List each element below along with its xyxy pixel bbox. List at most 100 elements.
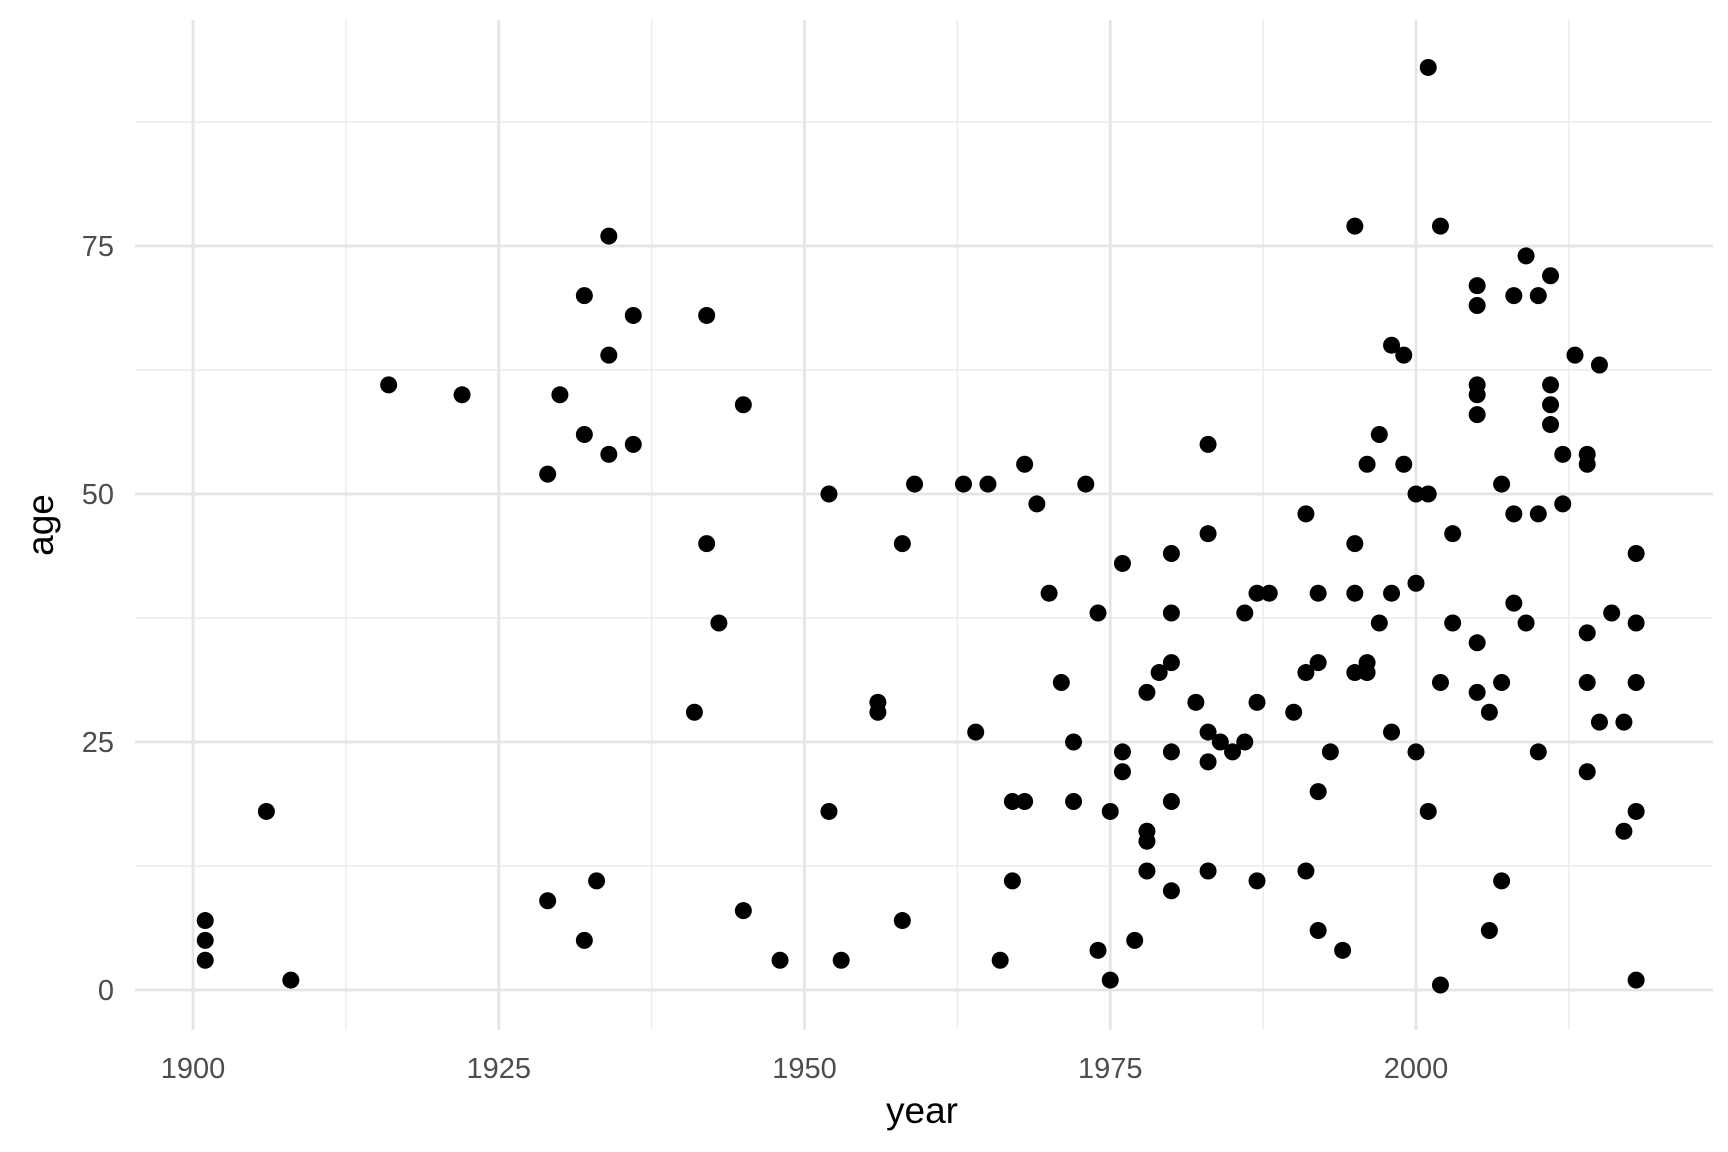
data-point bbox=[1346, 664, 1364, 682]
data-point bbox=[1065, 793, 1083, 811]
data-point bbox=[600, 227, 618, 245]
data-point bbox=[1468, 277, 1486, 295]
data-point bbox=[1431, 673, 1449, 691]
data-point bbox=[1248, 872, 1266, 890]
x-tick-label: 1900 bbox=[161, 1053, 226, 1085]
data-point bbox=[1578, 455, 1596, 473]
y-tick-label: 50 bbox=[82, 479, 114, 511]
x-tick-label: 1925 bbox=[466, 1053, 531, 1085]
data-point bbox=[1309, 584, 1327, 602]
data-point bbox=[698, 535, 716, 553]
data-point bbox=[1407, 743, 1425, 761]
data-point bbox=[979, 475, 997, 493]
data-point bbox=[1248, 693, 1266, 711]
data-point bbox=[1199, 753, 1217, 771]
data-point bbox=[1590, 356, 1608, 374]
data-point bbox=[1016, 793, 1034, 811]
data-point bbox=[1285, 703, 1303, 721]
data-point bbox=[1383, 336, 1401, 354]
data-point bbox=[1150, 664, 1168, 682]
data-point bbox=[1383, 723, 1401, 741]
data-point bbox=[685, 703, 703, 721]
data-point bbox=[1346, 584, 1364, 602]
data-point bbox=[1321, 743, 1339, 761]
data-point bbox=[1199, 435, 1217, 453]
data-point bbox=[1297, 664, 1315, 682]
data-point bbox=[600, 445, 618, 463]
data-point bbox=[820, 485, 838, 503]
x-tick-label: 1975 bbox=[1078, 1053, 1143, 1085]
data-point bbox=[1162, 793, 1180, 811]
y-axis-tick-labels: 0 25 50 75 bbox=[82, 231, 114, 1007]
y-tick-label: 25 bbox=[82, 727, 114, 759]
data-point bbox=[1113, 763, 1131, 781]
data-point bbox=[954, 475, 972, 493]
data-point bbox=[1003, 793, 1021, 811]
data-point bbox=[1199, 723, 1217, 741]
data-point bbox=[906, 475, 924, 493]
data-point bbox=[771, 951, 789, 969]
data-point bbox=[1052, 673, 1070, 691]
data-point bbox=[551, 386, 569, 404]
data-point bbox=[1162, 882, 1180, 900]
data-point bbox=[869, 703, 887, 721]
data-point bbox=[1542, 376, 1560, 394]
data-point bbox=[1358, 664, 1376, 682]
data-point bbox=[967, 723, 985, 741]
data-point bbox=[1419, 58, 1437, 76]
data-point bbox=[1162, 654, 1180, 672]
data-point bbox=[1505, 505, 1523, 523]
data-point bbox=[257, 802, 275, 820]
data-point bbox=[1346, 217, 1364, 235]
data-point bbox=[710, 614, 728, 632]
data-point bbox=[1309, 921, 1327, 939]
data-point bbox=[893, 912, 911, 930]
data-point bbox=[1578, 673, 1596, 691]
data-point bbox=[832, 951, 850, 969]
data-point bbox=[1358, 455, 1376, 473]
data-point bbox=[1113, 743, 1131, 761]
data-point bbox=[1138, 862, 1156, 880]
data-point bbox=[1162, 743, 1180, 761]
data-point bbox=[1101, 971, 1119, 989]
data-point bbox=[1236, 604, 1254, 622]
data-point bbox=[1542, 416, 1560, 434]
data-point bbox=[1627, 802, 1645, 820]
data-point bbox=[1028, 495, 1046, 513]
data-point bbox=[1627, 545, 1645, 563]
data-point bbox=[575, 425, 593, 443]
data-point bbox=[196, 951, 214, 969]
data-point bbox=[1542, 396, 1560, 414]
data-point bbox=[1395, 455, 1413, 473]
data-point bbox=[1431, 217, 1449, 235]
x-axis-title: year bbox=[886, 1090, 958, 1131]
data-point bbox=[1493, 475, 1511, 493]
data-point bbox=[734, 396, 752, 414]
data-point bbox=[575, 287, 593, 305]
data-point bbox=[1126, 931, 1144, 949]
data-point bbox=[1419, 802, 1437, 820]
data-point bbox=[1297, 862, 1315, 880]
data-point bbox=[1138, 683, 1156, 701]
data-point bbox=[1211, 733, 1229, 751]
data-point bbox=[1590, 713, 1608, 731]
data-point bbox=[1199, 525, 1217, 543]
data-point bbox=[1431, 976, 1449, 994]
data-point bbox=[1444, 525, 1462, 543]
minor-gridlines bbox=[135, 20, 1713, 1030]
data-point bbox=[588, 872, 606, 890]
y-axis-title: age bbox=[20, 494, 61, 556]
data-point bbox=[196, 912, 214, 930]
data-point bbox=[1016, 455, 1034, 473]
y-tick-label: 0 bbox=[98, 975, 114, 1007]
data-point bbox=[1505, 287, 1523, 305]
data-point bbox=[1370, 614, 1388, 632]
data-point bbox=[1554, 445, 1572, 463]
x-tick-label: 1950 bbox=[772, 1053, 837, 1085]
data-point bbox=[1517, 614, 1535, 632]
data-point bbox=[1480, 921, 1498, 939]
data-point bbox=[1493, 673, 1511, 691]
data-points bbox=[196, 58, 1645, 994]
data-point bbox=[1309, 783, 1327, 801]
